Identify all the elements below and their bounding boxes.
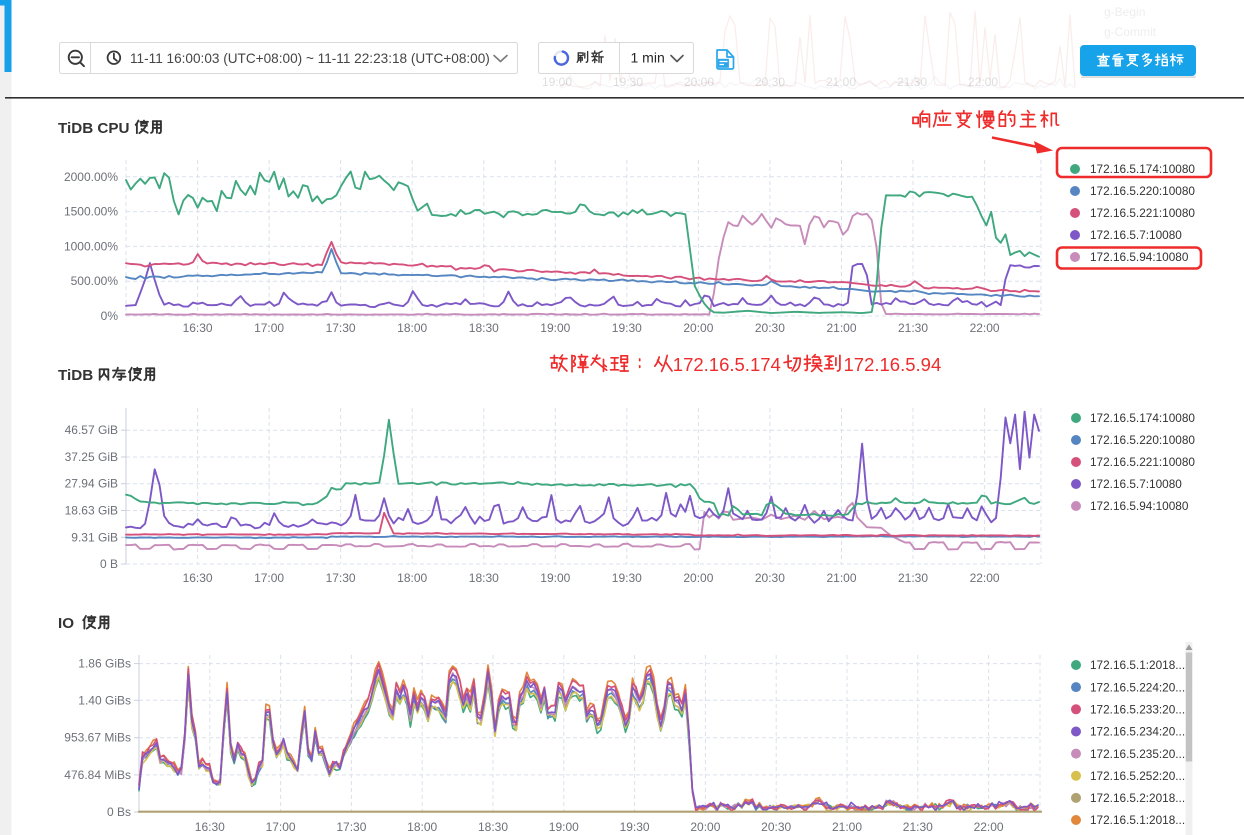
- svg-text:20:00: 20:00: [683, 321, 713, 335]
- svg-text:17:30: 17:30: [326, 571, 356, 585]
- svg-text:22:00: 22:00: [970, 571, 1000, 585]
- svg-text:1.40 GiBs: 1.40 GiBs: [78, 693, 131, 707]
- svg-text:20:00: 20:00: [683, 571, 713, 585]
- svg-text:11-11 16:00:03 (UTC+08:00) ~ 1: 11-11 16:00:03 (UTC+08:00) ~ 11-11 22:23…: [130, 51, 490, 66]
- svg-text:0 B: 0 B: [100, 557, 118, 571]
- svg-text:1000.00%: 1000.00%: [64, 239, 118, 253]
- svg-text:20:30: 20:30: [755, 571, 785, 585]
- svg-text:19:30: 19:30: [613, 75, 643, 89]
- svg-text:172.16.5.1:2018...: 172.16.5.1:2018...: [1090, 658, 1185, 672]
- svg-text:27.94 GiB: 27.94 GiB: [65, 477, 118, 491]
- svg-text:0%: 0%: [101, 309, 119, 323]
- svg-text:172.16.5.7:10080: 172.16.5.7:10080: [1090, 228, 1182, 242]
- svg-text:21:00: 21:00: [826, 571, 856, 585]
- svg-text:18:30: 18:30: [478, 820, 508, 834]
- svg-text:953.67 MiBs: 953.67 MiBs: [64, 731, 131, 745]
- svg-text:21:00: 21:00: [826, 75, 856, 89]
- svg-text:20:00: 20:00: [684, 75, 714, 89]
- svg-text:20:30: 20:30: [755, 75, 785, 89]
- svg-text:17:00: 17:00: [266, 820, 296, 834]
- svg-text:20:30: 20:30: [755, 321, 785, 335]
- svg-text:22:00: 22:00: [970, 321, 1000, 335]
- svg-text:19:30: 19:30: [612, 321, 642, 335]
- svg-text:172.16.5.234:20...: 172.16.5.234:20...: [1090, 725, 1185, 739]
- svg-text:16:30: 16:30: [183, 321, 213, 335]
- svg-text:1.86 GiBs: 1.86 GiBs: [78, 657, 131, 671]
- svg-text:18:30: 18:30: [469, 571, 499, 585]
- svg-text:21:00: 21:00: [826, 321, 856, 335]
- svg-text:172.16.5.174:10080: 172.16.5.174:10080: [1090, 162, 1195, 176]
- svg-text:172.16.5.1:2018...: 172.16.5.1:2018...: [1090, 813, 1185, 827]
- svg-text:17:00: 17:00: [254, 321, 284, 335]
- svg-text:172.16.5.2:2018...: 172.16.5.2:2018...: [1090, 791, 1185, 805]
- svg-text:172.16.5.233:20...: 172.16.5.233:20...: [1090, 703, 1185, 717]
- svg-text:172.16.5.94: 172.16.5.94: [844, 354, 942, 375]
- svg-text:1 min: 1 min: [631, 50, 665, 66]
- svg-text:19:30: 19:30: [612, 571, 642, 585]
- svg-text:21:00: 21:00: [832, 820, 862, 834]
- svg-text:172.16.5.174:10080: 172.16.5.174:10080: [1090, 411, 1195, 425]
- svg-text:476.84 MiBs: 476.84 MiBs: [64, 768, 131, 782]
- svg-text:172.16.5.220:10080: 172.16.5.220:10080: [1090, 184, 1195, 198]
- svg-text:20:00: 20:00: [690, 820, 720, 834]
- svg-text:21:30: 21:30: [898, 321, 928, 335]
- svg-text:172.16.5.94:10080: 172.16.5.94:10080: [1090, 250, 1189, 264]
- svg-text:172.16.5.220:10080: 172.16.5.220:10080: [1090, 433, 1195, 447]
- svg-text:19:30: 19:30: [620, 820, 650, 834]
- svg-text:18:30: 18:30: [469, 321, 499, 335]
- svg-text:18:00: 18:00: [397, 571, 427, 585]
- svg-text:g-Commit: g-Commit: [1104, 25, 1157, 39]
- svg-text:22:00: 22:00: [974, 820, 1004, 834]
- svg-text:172.16.5.221:10080: 172.16.5.221:10080: [1090, 206, 1195, 220]
- svg-text:19:00: 19:00: [549, 820, 579, 834]
- svg-text:18:00: 18:00: [397, 321, 427, 335]
- svg-text:TiDB CPU: TiDB CPU: [58, 120, 129, 137]
- svg-text:g-Begin: g-Begin: [1104, 5, 1145, 19]
- svg-text:19:00: 19:00: [542, 75, 572, 89]
- svg-text:21:30: 21:30: [903, 820, 933, 834]
- svg-text:21:30: 21:30: [897, 75, 927, 89]
- svg-text:19:00: 19:00: [540, 571, 570, 585]
- svg-text:2000.00%: 2000.00%: [64, 170, 118, 184]
- svg-text:172.16.5.221:10080: 172.16.5.221:10080: [1090, 455, 1195, 469]
- svg-text:0 Bs: 0 Bs: [107, 805, 131, 819]
- svg-text:19:00: 19:00: [540, 321, 570, 335]
- svg-text:IO: IO: [58, 615, 74, 632]
- svg-text:500.00%: 500.00%: [71, 274, 119, 288]
- svg-text:46.57 GiB: 46.57 GiB: [65, 423, 118, 437]
- svg-text:172.16.5.235:20...: 172.16.5.235:20...: [1090, 747, 1185, 761]
- svg-text:TiDB: TiDB: [58, 367, 93, 384]
- svg-text:172.16.5.7:10080: 172.16.5.7:10080: [1090, 477, 1182, 491]
- svg-text:37.25 GiB: 37.25 GiB: [65, 450, 118, 464]
- svg-text:1500.00%: 1500.00%: [64, 205, 118, 219]
- svg-text:17:30: 17:30: [336, 820, 366, 834]
- svg-text:9.31 GiB: 9.31 GiB: [71, 530, 118, 544]
- svg-text:172.16.5.224:20...: 172.16.5.224:20...: [1090, 680, 1185, 694]
- svg-text:18:00: 18:00: [407, 820, 437, 834]
- svg-text:172.16.5.174: 172.16.5.174: [673, 354, 781, 375]
- svg-text:16:30: 16:30: [183, 571, 213, 585]
- svg-text:16:30: 16:30: [195, 820, 225, 834]
- svg-text:21:30: 21:30: [898, 571, 928, 585]
- svg-text:172.16.5.94:10080: 172.16.5.94:10080: [1090, 499, 1189, 513]
- svg-text:18.63 GiB: 18.63 GiB: [65, 504, 118, 518]
- svg-text:172.16.5.252:20...: 172.16.5.252:20...: [1090, 769, 1185, 783]
- svg-text:17:00: 17:00: [254, 571, 284, 585]
- svg-text:22:00: 22:00: [968, 75, 998, 89]
- svg-text:20:30: 20:30: [761, 820, 791, 834]
- svg-text:17:30: 17:30: [326, 321, 356, 335]
